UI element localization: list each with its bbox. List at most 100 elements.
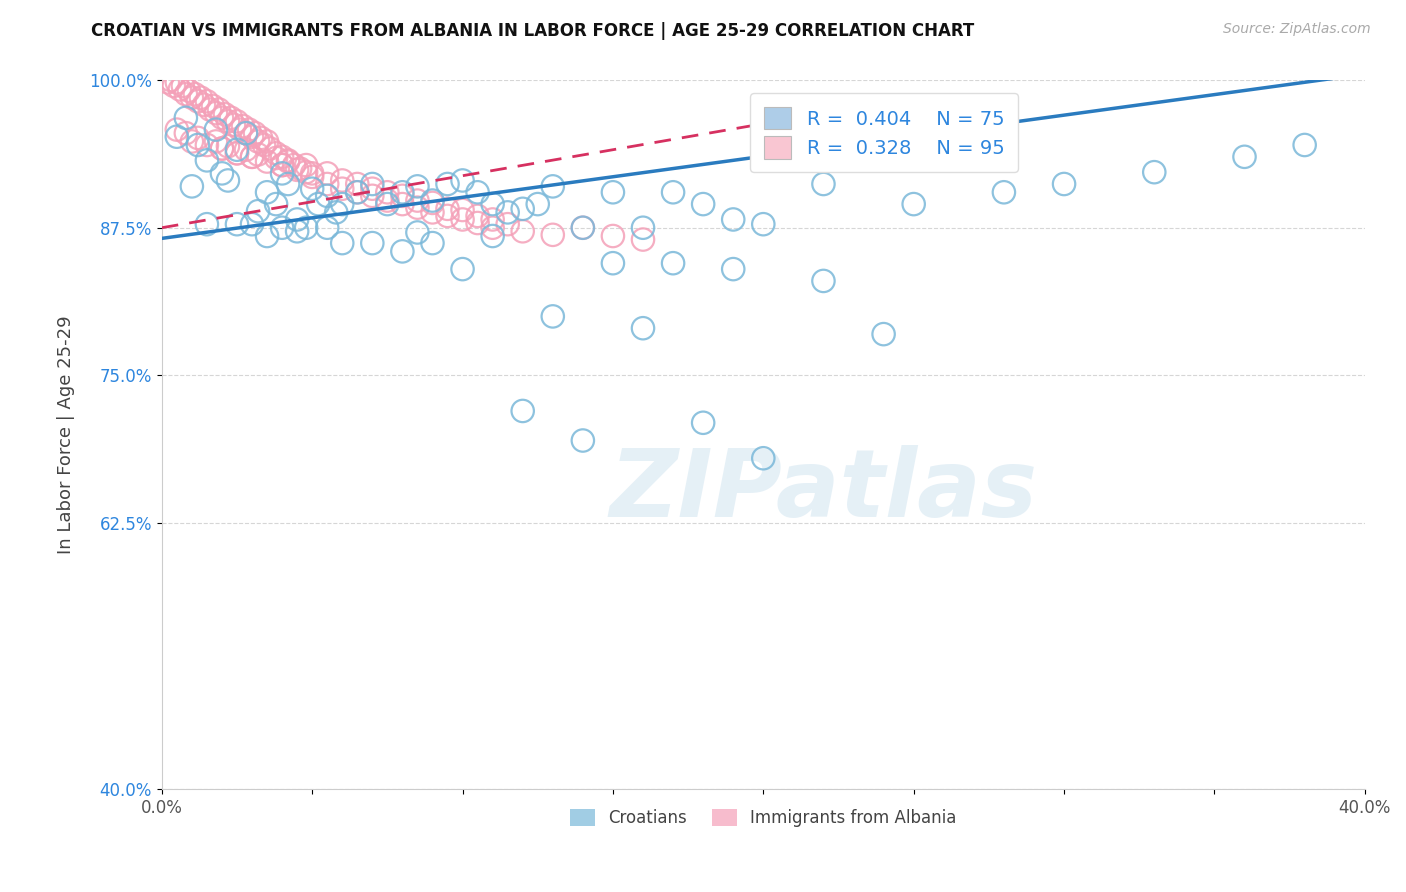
Point (166, 122, 188, 136)
Point (662, 186, 685, 200)
Point (226, 146, 249, 161)
Point (174, 111, 197, 125)
Point (195, 153, 218, 168)
Point (172, 78, 194, 93)
Point (264, 146, 287, 161)
Point (190, 91, 212, 105)
Text: Source: ZipAtlas.com: Source: ZipAtlas.com (1223, 22, 1371, 37)
Point (195, 95, 218, 109)
Point (361, 189, 384, 203)
Point (222, 118, 245, 132)
Point (283, 158, 305, 172)
Point (422, 194, 444, 208)
Point (631, 220, 654, 235)
Point (481, 220, 503, 235)
Point (481, 197, 503, 211)
Point (1143, 165, 1166, 179)
Point (316, 220, 339, 235)
Point (226, 114, 249, 128)
Point (451, 173, 474, 187)
Point (271, 166, 294, 180)
Point (436, 177, 458, 191)
Point (526, 197, 548, 211)
Point (721, 262, 744, 277)
Point (721, 212, 744, 227)
Point (752, 217, 775, 231)
Point (211, 142, 233, 156)
Point (163, 78, 186, 93)
Point (602, 256, 624, 270)
Point (377, 197, 399, 211)
Point (467, 209, 489, 223)
Point (180, 179, 202, 194)
Point (271, 158, 294, 172)
Point (166, 129, 188, 144)
Point (240, 150, 263, 164)
Point (201, 99, 224, 113)
Point (541, 227, 564, 242)
Point (184, 87, 207, 102)
Point (256, 154, 278, 169)
Point (159, 73, 181, 87)
Legend: Croatians, Immigrants from Albania: Croatians, Immigrants from Albania (564, 803, 963, 834)
Point (238, 122, 260, 136)
Point (436, 209, 458, 223)
Point (195, 138, 218, 153)
Point (256, 229, 278, 244)
Point (346, 177, 368, 191)
Point (467, 186, 489, 200)
Point (496, 205, 519, 219)
Point (631, 321, 654, 335)
Point (330, 236, 353, 251)
Point (325, 205, 347, 219)
Point (330, 173, 353, 187)
Point (406, 201, 429, 215)
Point (180, 91, 202, 105)
Point (264, 151, 287, 165)
Point (391, 189, 413, 203)
Point (316, 177, 339, 191)
Point (295, 220, 318, 235)
Point (264, 197, 287, 211)
Point (406, 226, 429, 240)
Point (193, 97, 215, 112)
Point (247, 204, 270, 219)
Point (813, 177, 835, 191)
Point (217, 173, 239, 187)
Point (211, 111, 233, 125)
Point (288, 161, 311, 176)
Point (295, 158, 318, 172)
Point (240, 129, 263, 144)
Point (572, 220, 595, 235)
Point (166, 75, 188, 89)
Point (235, 126, 257, 140)
Point (205, 122, 228, 136)
Point (256, 186, 278, 200)
Point (205, 106, 228, 120)
Point (512, 202, 534, 216)
Point (243, 126, 266, 140)
Text: CROATIAN VS IMMIGRANTS FROM ALBANIA IN LABOR FORCE | AGE 25-29 CORRELATION CHART: CROATIAN VS IMMIGRANTS FROM ALBANIA IN L… (91, 22, 974, 40)
Point (208, 103, 231, 117)
Point (180, 135, 202, 149)
Point (496, 217, 519, 231)
Point (214, 107, 236, 121)
Point (361, 177, 384, 191)
Point (285, 162, 308, 177)
Point (285, 224, 308, 238)
Point (316, 189, 339, 203)
Point (422, 236, 444, 251)
Point (187, 138, 209, 153)
Point (391, 197, 413, 211)
Point (156, 75, 179, 89)
Point (211, 142, 233, 156)
Point (253, 138, 276, 153)
Point (226, 146, 249, 161)
Point (330, 182, 353, 196)
Point (226, 217, 249, 231)
Point (451, 212, 474, 227)
Point (301, 182, 323, 196)
Point (330, 197, 353, 211)
Point (451, 262, 474, 277)
Point (229, 122, 252, 136)
